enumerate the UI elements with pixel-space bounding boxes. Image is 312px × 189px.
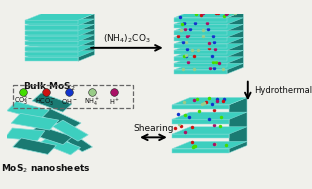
Polygon shape	[174, 37, 243, 44]
Polygon shape	[174, 24, 243, 31]
Polygon shape	[172, 105, 229, 109]
Polygon shape	[229, 98, 247, 153]
Polygon shape	[174, 63, 227, 67]
Polygon shape	[174, 50, 227, 54]
Polygon shape	[25, 26, 78, 29]
Polygon shape	[172, 141, 247, 149]
Polygon shape	[25, 40, 95, 47]
Polygon shape	[5, 128, 45, 141]
Polygon shape	[172, 127, 247, 134]
Polygon shape	[174, 24, 227, 28]
Polygon shape	[172, 98, 247, 105]
Polygon shape	[11, 113, 59, 130]
Polygon shape	[29, 125, 72, 145]
Polygon shape	[172, 112, 247, 119]
Polygon shape	[25, 20, 78, 24]
Polygon shape	[25, 19, 95, 26]
Polygon shape	[78, 14, 95, 61]
Polygon shape	[13, 138, 56, 154]
Polygon shape	[25, 36, 78, 40]
Text: OH$^-$: OH$^-$	[61, 97, 77, 106]
Bar	[13, 85, 133, 108]
Polygon shape	[25, 41, 78, 45]
Text: HCO$_3^-$: HCO$_3^-$	[36, 96, 56, 107]
Polygon shape	[172, 134, 229, 138]
Polygon shape	[174, 70, 227, 74]
Polygon shape	[227, 11, 243, 74]
Polygon shape	[174, 31, 227, 35]
Text: Shearing: Shearing	[133, 124, 174, 133]
Polygon shape	[60, 131, 92, 152]
Polygon shape	[25, 51, 95, 57]
Polygon shape	[174, 31, 243, 37]
Text: CO$_3^{2-}$: CO$_3^{2-}$	[14, 95, 33, 108]
Polygon shape	[25, 52, 78, 56]
Polygon shape	[25, 57, 78, 61]
Polygon shape	[40, 135, 80, 155]
Polygon shape	[40, 108, 81, 130]
Polygon shape	[174, 57, 243, 63]
Polygon shape	[25, 29, 95, 36]
Polygon shape	[25, 35, 95, 41]
Text: H$^+$: H$^+$	[109, 96, 120, 107]
Polygon shape	[174, 37, 227, 41]
Text: MoS$_2$ nanosheets: MoS$_2$ nanosheets	[1, 163, 91, 175]
Polygon shape	[25, 14, 95, 20]
Polygon shape	[174, 50, 243, 57]
Polygon shape	[172, 149, 229, 153]
Polygon shape	[32, 93, 72, 112]
Polygon shape	[174, 57, 227, 61]
Polygon shape	[25, 45, 95, 52]
Polygon shape	[7, 101, 49, 120]
Text: Bulk MoS$_2$: Bulk MoS$_2$	[23, 80, 76, 93]
Polygon shape	[174, 44, 243, 50]
Text: NH$_4^+$: NH$_4^+$	[84, 95, 100, 108]
Polygon shape	[174, 11, 243, 18]
Text: (NH$_4$)$_2$CO$_3$: (NH$_4$)$_2$CO$_3$	[103, 32, 150, 45]
Text: Hydrothermal: Hydrothermal	[254, 86, 312, 95]
Polygon shape	[25, 47, 78, 51]
Polygon shape	[174, 18, 227, 22]
Polygon shape	[174, 44, 227, 48]
Polygon shape	[174, 18, 243, 24]
Polygon shape	[53, 120, 88, 141]
Polygon shape	[174, 63, 243, 70]
Polygon shape	[25, 24, 95, 31]
Polygon shape	[25, 31, 78, 35]
Polygon shape	[172, 119, 229, 124]
